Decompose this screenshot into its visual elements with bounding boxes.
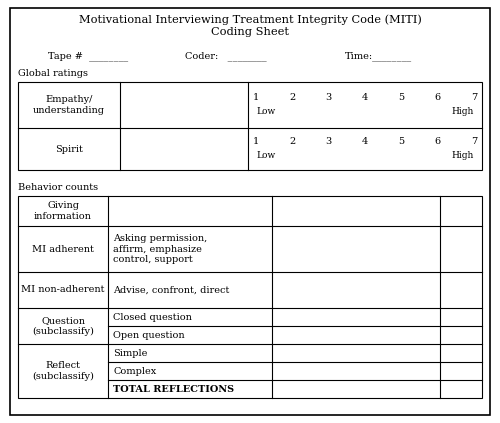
Text: 6: 6 [434, 93, 440, 102]
Text: Time:________: Time:________ [345, 51, 412, 61]
Text: MI adherent: MI adherent [32, 244, 94, 253]
Text: Coder:   ________: Coder: ________ [185, 51, 266, 61]
Text: Complex: Complex [113, 366, 156, 376]
Bar [18, 196, 482, 398]
Text: 5: 5 [398, 93, 404, 102]
Text: MI non-adherent: MI non-adherent [21, 286, 105, 294]
Text: Open question: Open question [113, 330, 184, 340]
Text: Global ratings: Global ratings [18, 69, 88, 79]
Text: High: High [452, 107, 474, 116]
Text: Asking permission,
affirm, emphasize
control, support: Asking permission, affirm, emphasize con… [113, 234, 208, 264]
Text: 3: 3 [326, 93, 332, 102]
Text: 5: 5 [398, 137, 404, 146]
Text: 6: 6 [434, 137, 440, 146]
Text: Simple: Simple [113, 349, 148, 357]
Text: 4: 4 [362, 93, 368, 102]
Text: Behavior counts: Behavior counts [18, 184, 98, 192]
Text: Motivational Interviewing Treatment Integrity Code (MITI): Motivational Interviewing Treatment Inte… [78, 15, 422, 25]
Text: Reflect
(subclassify): Reflect (subclassify) [32, 361, 94, 381]
Text: Low: Low [256, 151, 275, 160]
Text: 4: 4 [362, 137, 368, 146]
Text: TOTAL REFLECTIONS: TOTAL REFLECTIONS [113, 385, 234, 393]
Text: 2: 2 [289, 137, 296, 146]
Text: High: High [452, 151, 474, 160]
Text: 1: 1 [253, 137, 259, 146]
Text: Empathy/
understanding: Empathy/ understanding [33, 95, 105, 115]
Text: Question
(subclassify): Question (subclassify) [32, 316, 94, 336]
Text: Spirit: Spirit [55, 145, 83, 154]
Text: 7: 7 [471, 93, 477, 102]
Bar [18, 82, 482, 170]
Text: 3: 3 [326, 137, 332, 146]
Text: Advise, confront, direct: Advise, confront, direct [113, 286, 230, 294]
Text: Giving
information: Giving information [34, 201, 92, 221]
Text: Tape #  ________: Tape # ________ [48, 51, 128, 61]
Text: 2: 2 [289, 93, 296, 102]
Text: Coding Sheet: Coding Sheet [211, 27, 289, 37]
Text: 7: 7 [471, 137, 477, 146]
Text: Closed question: Closed question [113, 313, 192, 321]
Text: Low: Low [256, 107, 275, 116]
Text: 1: 1 [253, 93, 259, 102]
